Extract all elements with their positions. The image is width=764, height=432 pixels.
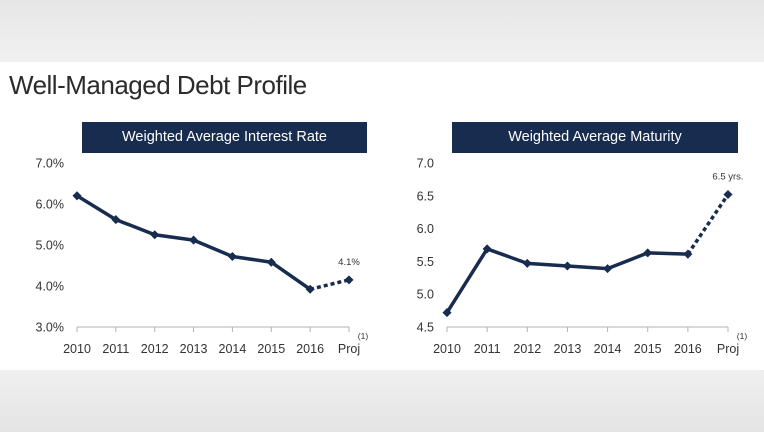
rate-y-tick-label: 6.0% bbox=[36, 198, 65, 212]
rate-x-tick-label: 2014 bbox=[219, 342, 247, 356]
rate-x-tick-label: 2013 bbox=[180, 342, 208, 356]
maturity-y-tick-label: 5.0 bbox=[417, 288, 434, 302]
maturity-data-point bbox=[442, 308, 452, 318]
maturity-y-tick-label: 7.0 bbox=[417, 157, 434, 171]
rate-data-point bbox=[189, 235, 199, 245]
maturity-x-tick-label: Proj bbox=[717, 342, 739, 356]
maturity-data-point bbox=[562, 261, 572, 271]
maturity-series-line bbox=[445, 247, 688, 314]
background-top bbox=[0, 0, 764, 62]
rate-x-tick-label: Proj bbox=[338, 342, 360, 356]
maturity-x-tick-label: 2011 bbox=[474, 342, 501, 356]
interest-rate-chart: 2010 2011 2012 2013 2014 2015 2016 Proj 3.0% 4.0%… bbox=[36, 157, 369, 357]
maturity-x-tick-label: 2010 bbox=[433, 342, 461, 356]
rate-data-point bbox=[72, 191, 82, 201]
maturity-x-tick-label: 2016 bbox=[674, 342, 702, 356]
rate-x-tick-label: 2010 bbox=[63, 342, 91, 356]
rate-x-tick-label: 2012 bbox=[141, 342, 169, 356]
rate-x-tick-label: 2015 bbox=[257, 342, 285, 356]
maturity-data-point bbox=[643, 248, 653, 258]
maturity-data-point bbox=[683, 249, 693, 259]
rate-x-tick-label: 2016 bbox=[296, 342, 324, 356]
rate-y-tick-label: 5.0% bbox=[36, 239, 65, 253]
background-bottom bbox=[0, 370, 764, 432]
maturity-x-tick-label: 2013 bbox=[554, 342, 582, 356]
rate-x-tick-label: 2011 bbox=[102, 342, 129, 356]
maturity-projection-line bbox=[686, 193, 730, 256]
maturity-data-point bbox=[603, 264, 613, 274]
maturity-y-tick-label: 5.5 bbox=[417, 255, 434, 269]
maturity-y-tick-label: 4.5 bbox=[417, 321, 434, 335]
rate-y-tick-label: 7.0% bbox=[36, 157, 65, 171]
maturity-x-tick-label: 2015 bbox=[634, 342, 662, 356]
maturity-data-label: 6.5 yrs. bbox=[712, 171, 743, 182]
rate-data-point bbox=[305, 284, 315, 294]
maturity-footnote: (1) bbox=[737, 331, 748, 341]
rate-y-tick-label: 3.0% bbox=[36, 321, 65, 335]
rate-footnote: (1) bbox=[358, 331, 369, 341]
maturity-data-point bbox=[482, 244, 492, 254]
chart-title-maturity: Weighted Average Maturity bbox=[452, 122, 738, 153]
maturity-data-point bbox=[522, 258, 532, 268]
rate-data-point bbox=[111, 215, 121, 225]
rate-data-point bbox=[227, 251, 237, 262]
maturity-data-point bbox=[723, 189, 733, 200]
maturity-y-tick-label: 6.0 bbox=[417, 222, 434, 236]
slide-title: Well-Managed Debt Profile bbox=[9, 70, 307, 100]
maturity-x-tick-label: 2014 bbox=[594, 342, 622, 356]
maturity-chart: 2010 2011 2012 2013 2014 2015 2016 Proj 4.5 5.0 5.… bbox=[417, 157, 748, 357]
rate-y-tick-label: 4.0% bbox=[36, 280, 65, 294]
chart-title-interest-rate: Weighted Average Interest Rate bbox=[82, 122, 367, 153]
maturity-x-tick-label: 2012 bbox=[513, 342, 541, 356]
rate-data-point bbox=[266, 257, 276, 267]
slide: Well-Managed Debt Profile Weighted Avera… bbox=[0, 62, 764, 370]
maturity-y-tick-label: 6.5 bbox=[417, 189, 434, 203]
rate-data-label: 4.1% bbox=[338, 257, 360, 268]
rate-data-point bbox=[150, 230, 160, 240]
